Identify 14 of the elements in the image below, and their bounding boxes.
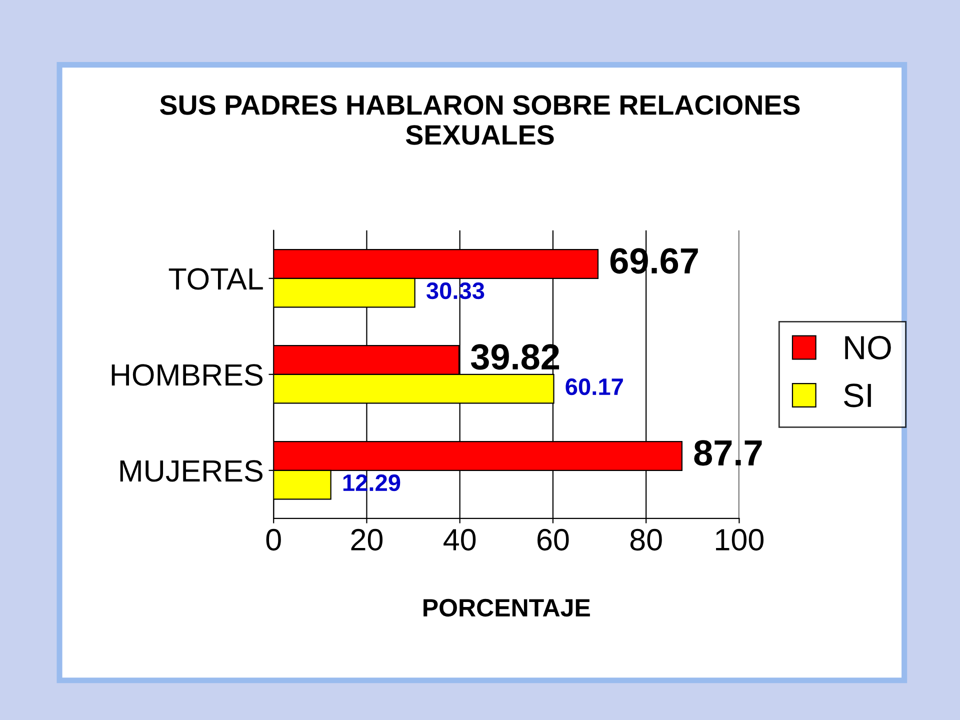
x-tick-label: 60 — [538, 528, 569, 551]
chart-title: SUS PADRES HABLARON SOBRE RELACIONES SEXUALES — [160, 95, 800, 145]
y-tick-label: MUJERES — [120, 460, 262, 482]
x-tick-label: 40 — [444, 528, 476, 551]
x-tick-label: 80 — [630, 528, 662, 551]
legend-label: SI — [844, 384, 871, 408]
x-tick-label: 0 — [266, 528, 281, 551]
x-tick-label: 20 — [351, 528, 383, 551]
y-tick-label: HOMBRES — [112, 364, 262, 386]
x-axis-title: PORCENTAJE — [424, 598, 590, 617]
data-label: 60.17 — [566, 378, 623, 396]
legend-label: NO — [845, 336, 891, 360]
y-tick-label: TOTAL — [168, 268, 263, 290]
x-tick-label: 100 — [716, 528, 764, 551]
